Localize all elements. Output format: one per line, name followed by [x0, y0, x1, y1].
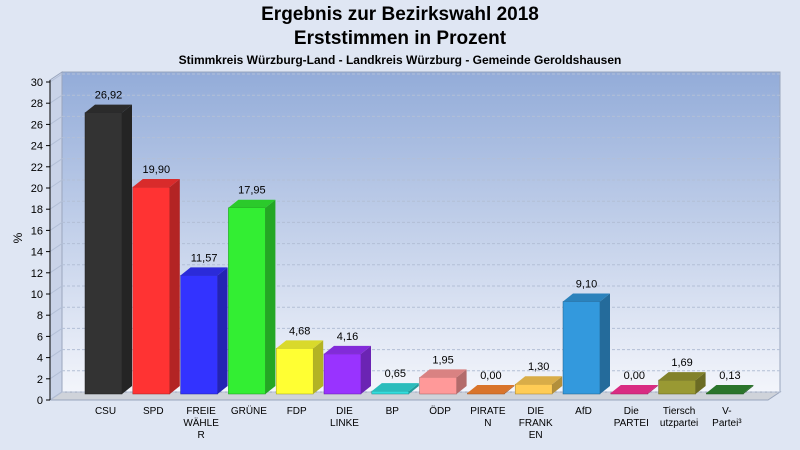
y-tick-label: 20 — [31, 183, 43, 195]
grid-line — [49, 94, 63, 104]
value-label: 0,00 — [480, 370, 501, 382]
bar — [84, 104, 132, 395]
category-label: ÖDP — [429, 405, 451, 417]
category-label: Partei³ — [712, 418, 742, 429]
y-tick-label: 2 — [37, 374, 43, 386]
grid-line — [49, 137, 63, 147]
y-axis-label: % — [11, 232, 25, 243]
value-label: 11,57 — [191, 252, 218, 264]
grid-line — [49, 264, 63, 274]
y-tick-label: 30 — [31, 77, 43, 89]
y-tick-label: 0 — [37, 395, 43, 407]
y-tick-label: 26 — [31, 119, 43, 131]
value-label: 19,90 — [143, 164, 171, 176]
bars — [84, 104, 754, 395]
value-label: 9,10 — [576, 279, 597, 291]
bar — [658, 372, 706, 395]
grid-line — [49, 306, 63, 316]
category-label: PARTEI — [614, 418, 649, 429]
value-label: 1,69 — [671, 357, 692, 369]
y-tick-label: 10 — [31, 289, 43, 301]
grid-line — [49, 391, 63, 401]
grid-line — [49, 115, 63, 125]
bar — [706, 385, 754, 395]
category-label: EN — [529, 430, 543, 441]
category-label: R — [197, 430, 204, 441]
category-label: AfD — [575, 406, 592, 417]
y-tick-label: 16 — [31, 225, 43, 237]
value-label: 17,95 — [238, 185, 266, 197]
chart-title: Ergebnis zur Bezirkswahl 2018 Erststimme… — [0, 3, 800, 51]
value-label: 0,00 — [624, 370, 645, 382]
category-label: LINKE — [330, 418, 359, 429]
value-labels: 26,92 19,90 11,57 17,95 4,68 4,16 0,65 1,95 0,00… — [95, 90, 741, 382]
value-label: 0,65 — [385, 368, 406, 380]
chart-title-line-1: Ergebnis zur Bezirkswahl 2018 — [261, 4, 539, 25]
grid-line — [49, 158, 63, 168]
category-label: GRÜNE — [231, 405, 267, 417]
y-tick-label: 4 — [37, 353, 43, 365]
grid-line — [49, 221, 63, 231]
category-label: N — [484, 418, 491, 429]
value-label: 26,92 — [95, 90, 123, 102]
grid-line — [49, 179, 63, 189]
value-label: 4,16 — [337, 331, 358, 343]
bar — [514, 376, 563, 395]
category-label: V- — [722, 406, 731, 417]
y-tick-label: 12 — [31, 268, 43, 280]
category-label: PIRATE — [470, 406, 506, 417]
grid-line — [49, 349, 63, 359]
bar — [371, 383, 419, 395]
category-label: FREIE — [186, 406, 216, 417]
y-tick-label: 8 — [37, 310, 43, 322]
bar — [228, 199, 276, 395]
bar — [323, 345, 371, 395]
bar — [467, 385, 515, 395]
bar — [180, 267, 228, 395]
y-tick-label: 18 — [31, 204, 43, 216]
grid-line — [49, 200, 63, 210]
category-label: BP — [386, 406, 400, 417]
category-label: WÄHLE — [183, 417, 219, 429]
value-label: 4,68 — [289, 325, 310, 337]
value-label: 1,30 — [528, 361, 549, 373]
bar — [275, 340, 324, 395]
bar — [610, 385, 658, 395]
category-label: utzpartei — [660, 418, 698, 429]
value-label: 1,95 — [432, 354, 453, 366]
grid-lines — [49, 73, 780, 401]
category-label: Tiersch — [663, 406, 695, 417]
category-label: FDP — [287, 406, 307, 417]
category-label: DIE — [527, 406, 544, 417]
category-label: SPD — [143, 406, 164, 417]
grid-line — [49, 327, 63, 337]
grid-line — [49, 370, 63, 380]
y-tick-label: 28 — [31, 98, 43, 110]
value-label: 0,13 — [719, 370, 740, 382]
bar — [419, 369, 467, 395]
grid-line — [49, 285, 63, 295]
y-tick-label: 6 — [37, 331, 43, 343]
chart-title-line-2: Erststimmen in Prozent — [293, 28, 507, 49]
y-tick-label: 24 — [31, 141, 43, 153]
category-label: Die — [624, 406, 639, 417]
grid-line — [49, 243, 63, 253]
grid-line — [49, 73, 63, 83]
bar — [562, 293, 610, 395]
category-label: CSU — [95, 406, 116, 417]
category-label: FRANK — [519, 418, 553, 429]
bar — [132, 179, 180, 395]
category-label: DIE — [336, 406, 353, 417]
chart-subtitle: Stimmkreis Würzburg-Land - Landkreis Wür… — [178, 53, 622, 67]
y-tick-label: 22 — [31, 162, 43, 174]
y-tick-label: 14 — [31, 247, 43, 259]
